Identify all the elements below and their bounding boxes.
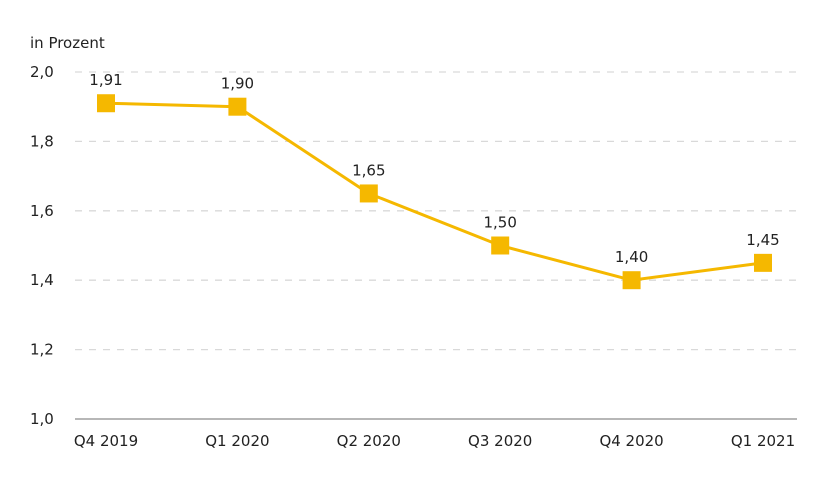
- y-tick-label: 1,2: [30, 341, 54, 359]
- y-tick-label: 1,0: [30, 410, 54, 428]
- data-label: 1,40: [615, 248, 648, 266]
- data-point-marker: [622, 271, 641, 290]
- data-label: 1,91: [89, 71, 122, 89]
- x-tick-label: Q3 2020: [468, 432, 532, 450]
- series-line-group: [97, 94, 772, 290]
- data-point-marker: [491, 236, 510, 255]
- x-tick-label: Q4 2019: [74, 432, 138, 450]
- data-point-marker: [97, 94, 115, 113]
- y-tick-label: 1,8: [30, 132, 54, 150]
- data-point-marker: [359, 184, 378, 203]
- x-tick-label: Q1 2020: [205, 432, 269, 450]
- data-label: 1,65: [352, 161, 385, 179]
- x-axis-ticks: Q4 2019 Q1 2020 Q2 2020 Q3 2020 Q4 2020 Q1 20…: [74, 432, 795, 450]
- gridlines: [75, 71, 797, 351]
- series-line: [105, 101, 764, 282]
- data-label: 1,90: [221, 75, 254, 93]
- y-tick-label: 2,0: [30, 63, 54, 81]
- x-tick-label: Q4 2020: [599, 432, 663, 450]
- y-axis-ticks: 1,0 1,2 1,4 1,6 1,8 2,0: [30, 63, 54, 428]
- data-point-marker: [754, 253, 772, 272]
- data-labels: 1,91 1,90 1,65 1,50 1,40 1,45: [89, 71, 779, 266]
- data-label: 1,45: [746, 231, 779, 249]
- y-unit-label: in Prozent: [30, 34, 105, 52]
- x-tick-label: Q1 2021: [731, 432, 795, 450]
- data-point-marker: [228, 97, 247, 116]
- data-label: 1,50: [483, 214, 516, 232]
- x-tick-label: Q2 2020: [337, 432, 401, 450]
- y-tick-label: 1,4: [30, 271, 54, 289]
- y-tick-label: 1,6: [30, 202, 54, 220]
